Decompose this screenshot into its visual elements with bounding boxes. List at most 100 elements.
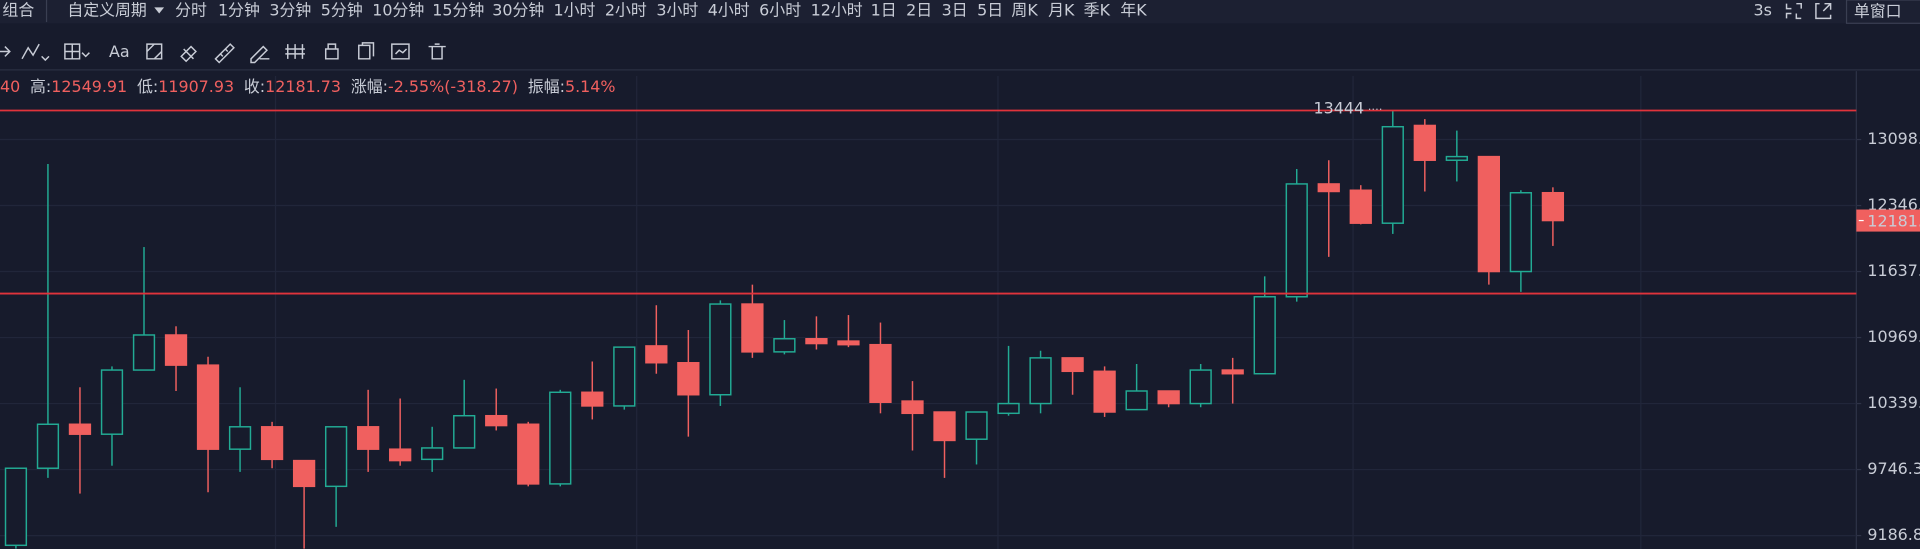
candle-body [1285, 183, 1308, 298]
candle-body [581, 391, 604, 407]
candle-body [1253, 296, 1276, 375]
candle-body [805, 338, 828, 345]
candle-body [485, 414, 508, 427]
refresh-rate[interactable]: 3s [1753, 1, 1771, 20]
window-mode[interactable]: 单窗口 [1854, 2, 1902, 21]
period-tab[interactable]: 4小时 [708, 1, 750, 20]
period-tab[interactable]: 周K [1011, 1, 1038, 20]
tool-icon[interactable] [391, 43, 410, 60]
period-tab[interactable]: 季K [1084, 1, 1111, 20]
fullscreen-icon[interactable] [1785, 2, 1802, 20]
candle-body [389, 448, 412, 462]
tool-icon[interactable] [324, 43, 339, 60]
tool-icon[interactable] [64, 43, 90, 60]
candle-body [1445, 155, 1468, 161]
tool-icon[interactable] [250, 45, 270, 64]
candle-body [356, 426, 380, 450]
candle-body [1189, 369, 1212, 405]
candle-body [1221, 369, 1244, 375]
text-tool[interactable]: Aa [109, 42, 130, 61]
info-label: 振幅: [528, 77, 565, 96]
period-tab[interactable]: 2小时 [605, 1, 647, 20]
period-tab[interactable]: 年K [1120, 1, 1147, 20]
candle-body [1029, 357, 1052, 405]
period-tab[interactable]: 12小时 [811, 1, 863, 20]
candle-body [68, 423, 92, 435]
candle-body [1541, 191, 1565, 222]
y-tick-label: 10339.9 [1867, 393, 1920, 412]
tool-icon[interactable] [180, 45, 197, 63]
candle-body [709, 303, 732, 396]
info-value: -2.55%(-318.27) [388, 77, 518, 96]
info-value: 12181.73 [265, 77, 341, 96]
y-tick-label: 12346.7 [1867, 195, 1920, 214]
info-value: 12549.91 [51, 77, 127, 96]
info-value: 11907.93 [158, 77, 234, 96]
tool-icon[interactable] [285, 44, 305, 59]
period-tab[interactable]: 1小时 [553, 1, 595, 20]
period-tab[interactable]: 15分钟 [432, 1, 484, 20]
candle-body [965, 411, 988, 440]
candle-body [1477, 155, 1501, 273]
period-tab[interactable]: 3分钟 [269, 1, 311, 20]
y-tick-label: 11637.9 [1867, 261, 1920, 280]
candle-body [100, 369, 124, 435]
info-label: 低: [137, 77, 158, 96]
candle-body [869, 343, 892, 403]
info-label: 收: [244, 77, 265, 96]
period-tab[interactable]: 5分钟 [321, 1, 363, 20]
candle-body [164, 334, 188, 366]
y-tick-label: 9746.35 [1867, 459, 1920, 478]
candle-body [228, 426, 252, 450]
candle-body [196, 364, 220, 450]
period-tab[interactable]: 10分钟 [372, 1, 424, 20]
tool-icon[interactable] [214, 43, 235, 64]
candle-body [1061, 357, 1084, 373]
tool-icon[interactable] [0, 46, 11, 57]
period-tab[interactable]: 30分钟 [492, 1, 544, 20]
custom-period-button[interactable]: 自定义周期 [67, 1, 147, 20]
candle-body [260, 426, 284, 461]
tool-icon[interactable] [146, 43, 163, 60]
period-tab[interactable]: 3小时 [656, 1, 698, 20]
popout-icon[interactable] [1815, 2, 1832, 20]
last-price-tag [1856, 209, 1920, 232]
candle-body [773, 338, 796, 353]
period-tab[interactable]: 2日 [906, 1, 932, 20]
candle-body [1349, 189, 1372, 224]
period-tab[interactable]: 1分钟 [218, 1, 260, 20]
candle-body [453, 414, 476, 449]
tool-icon[interactable] [21, 43, 50, 62]
info-label: 高: [30, 77, 51, 96]
candle-body [1157, 390, 1180, 405]
candle-body [677, 362, 700, 396]
tool-icon[interactable] [358, 42, 375, 60]
period-tab[interactable]: 5日 [977, 1, 1003, 20]
period-tab[interactable]: 3日 [942, 1, 968, 20]
drawing-toolbar: Aa [0, 42, 446, 64]
window-mode-box[interactable] [1845, 0, 1920, 24]
dropdown-caret [154, 7, 165, 14]
annotation: 13444 [1313, 99, 1364, 118]
y-tick-label: 13098.7 [1867, 129, 1920, 148]
candle-body [132, 334, 156, 371]
ohlc-info: 40 高:12549.91 低:11907.93 收:12181.73 涨幅:-2.55… [0, 77, 615, 96]
candle-body [933, 411, 956, 442]
candle-body [901, 400, 924, 415]
y-tick-label: 9186.80 [1867, 525, 1920, 544]
period-tab[interactable]: 1日 [871, 1, 897, 20]
candle-body [613, 346, 636, 407]
candle-body [421, 447, 444, 461]
period-tab[interactable]: 分时 [175, 1, 207, 20]
candle-body [1413, 124, 1436, 161]
period-tab[interactable]: 月K [1048, 1, 1075, 20]
tool-icon[interactable] [428, 43, 446, 60]
candle-body [1093, 370, 1116, 413]
period-bar [0, 0, 1920, 24]
y-tick-label: 10969.7 [1867, 327, 1920, 346]
period-tab[interactable]: 6小时 [759, 1, 801, 20]
combo-button[interactable]: 组合 [2, 1, 34, 20]
